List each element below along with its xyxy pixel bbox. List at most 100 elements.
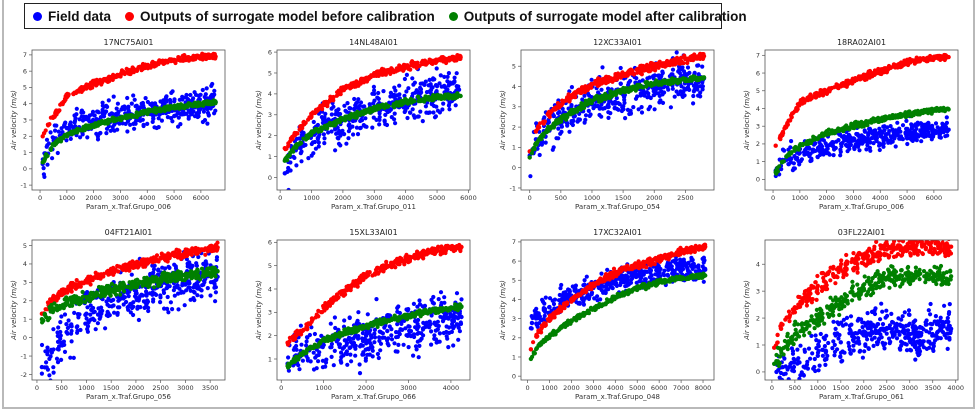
y-tick-label: 4 (512, 83, 516, 91)
data-point (839, 83, 845, 88)
data-point (206, 113, 211, 118)
data-point (893, 115, 898, 120)
data-point (71, 355, 76, 360)
data-point (606, 104, 611, 109)
data-point (652, 81, 657, 86)
legend-marker-green-icon (448, 11, 458, 21)
data-point (75, 324, 80, 329)
data-point (801, 97, 806, 102)
data-point (44, 360, 49, 365)
data-point (145, 109, 150, 115)
data-point (614, 106, 620, 111)
data-point (546, 112, 551, 118)
data-point (918, 128, 923, 133)
data-point (289, 137, 294, 142)
data-point (185, 103, 190, 109)
data-point (203, 92, 208, 97)
data-point (340, 116, 346, 122)
data-point (61, 134, 66, 139)
data-point (119, 107, 124, 112)
data-point (172, 113, 177, 118)
data-point (64, 322, 69, 327)
data-point (690, 76, 695, 81)
data-point (431, 76, 436, 81)
series-outputs-of-surrogate-model-after-calibration (282, 91, 463, 163)
points (282, 53, 463, 190)
x-tick-label: 6000 (926, 194, 943, 202)
data-point (652, 92, 657, 97)
data-point (293, 131, 298, 136)
data-point (784, 124, 789, 129)
data-point (597, 112, 602, 118)
data-point (899, 114, 904, 119)
data-point (41, 166, 46, 171)
data-point (140, 117, 145, 122)
data-point (449, 55, 454, 61)
data-point (793, 144, 798, 150)
data-point (145, 64, 150, 69)
data-point (80, 132, 85, 137)
y-tick-label: 1 (512, 144, 516, 152)
data-point (125, 129, 130, 134)
data-point (694, 77, 699, 82)
data-point (813, 91, 818, 96)
data-point (595, 95, 600, 100)
data-point (192, 298, 197, 303)
data-point (946, 127, 951, 132)
data-point (180, 281, 185, 286)
data-point (410, 76, 415, 81)
points (40, 51, 218, 179)
series-outputs-of-surrogate-model-before-calibration (773, 52, 951, 148)
data-point (698, 94, 703, 99)
data-point (786, 118, 791, 123)
data-point (141, 66, 146, 71)
data-point (695, 87, 700, 92)
data-point (380, 104, 385, 109)
data-point (158, 300, 163, 305)
data-point (98, 130, 103, 136)
data-point (375, 95, 380, 100)
axes-frame (764, 49, 959, 191)
data-point (192, 90, 197, 95)
data-point (322, 141, 327, 146)
data-point (440, 107, 445, 112)
x-tick-label: 500 (555, 194, 567, 202)
y-axis-label: Air velocity (m/s) (10, 90, 18, 151)
data-point (410, 107, 415, 112)
data-point (157, 58, 162, 63)
data-point (922, 134, 927, 139)
data-point (931, 108, 937, 113)
data-point (808, 141, 814, 146)
data-point (132, 126, 137, 131)
data-point (133, 104, 138, 109)
data-point (679, 59, 684, 64)
series-outputs-of-surrogate-model-after-calibration (527, 74, 707, 160)
data-point (287, 153, 292, 158)
data-point (95, 321, 100, 326)
data-point (48, 130, 53, 135)
data-point (72, 310, 77, 315)
y-tick-label: 7 (23, 51, 27, 59)
data-point (184, 288, 189, 293)
data-point (309, 131, 314, 136)
data-point (399, 66, 404, 71)
data-point (315, 135, 320, 141)
data-point (794, 105, 799, 111)
data-point (148, 271, 153, 277)
data-point (148, 102, 153, 107)
data-point (931, 134, 936, 139)
data-point (533, 141, 539, 146)
data-point (132, 97, 137, 102)
data-point (878, 69, 883, 74)
data-point (846, 81, 851, 86)
data-point (912, 58, 917, 63)
data-point (114, 106, 119, 111)
y-tick-label: 6 (23, 67, 27, 75)
data-point (403, 64, 408, 69)
data-point (175, 102, 180, 107)
data-point (192, 103, 197, 108)
data-point (141, 123, 146, 129)
data-point (309, 112, 314, 118)
data-point (780, 159, 785, 164)
data-point (106, 98, 111, 103)
